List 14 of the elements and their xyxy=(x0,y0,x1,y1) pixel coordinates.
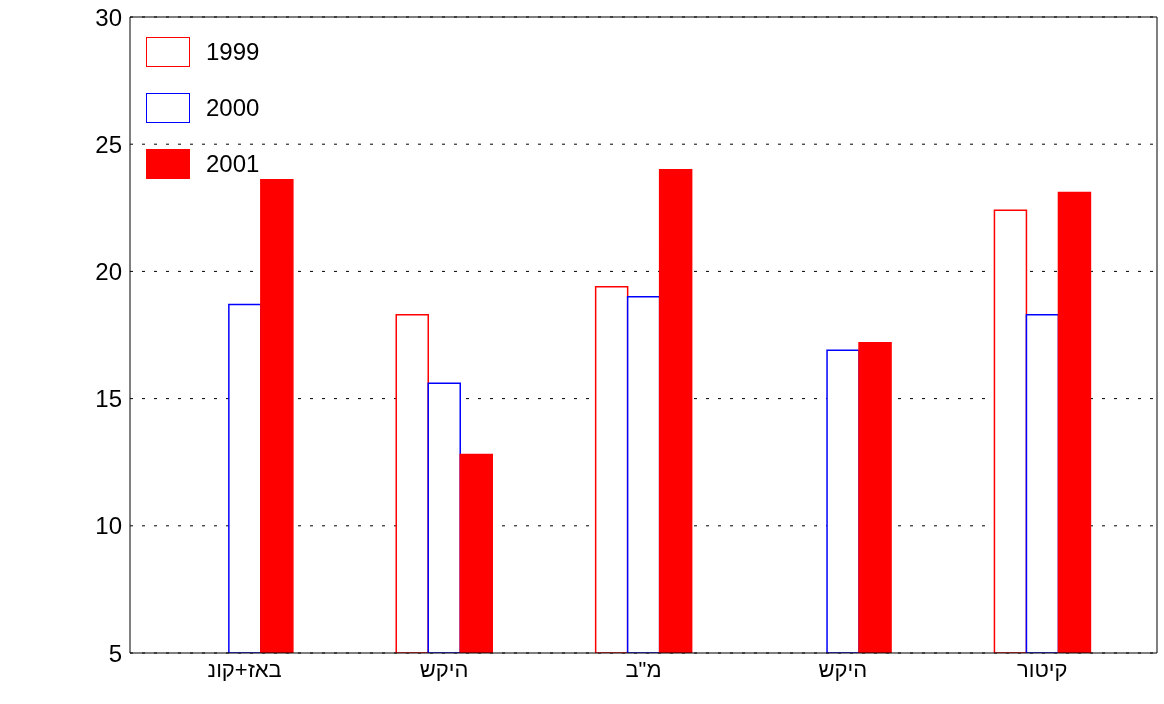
legend-label: 2000 xyxy=(206,94,260,122)
legend-label: 1999 xyxy=(206,38,260,66)
y-tick-label: 5 xyxy=(108,639,122,667)
y-tick-label: 10 xyxy=(95,512,122,540)
y-tick-label: 15 xyxy=(95,385,122,413)
y-tick-label: 30 xyxy=(95,3,122,31)
y-tick-label: 20 xyxy=(95,257,122,285)
x-tick-label: היקש xyxy=(818,656,868,682)
y-tick-label: 25 xyxy=(95,130,122,158)
x-tick-label: קיטור xyxy=(1017,656,1068,682)
legend-label: 2001 xyxy=(206,150,260,178)
x-tick-label: מ"ב xyxy=(625,656,662,682)
x-tick-label: היקש xyxy=(419,656,469,682)
x-tick-label: באז+קונ xyxy=(207,656,282,682)
